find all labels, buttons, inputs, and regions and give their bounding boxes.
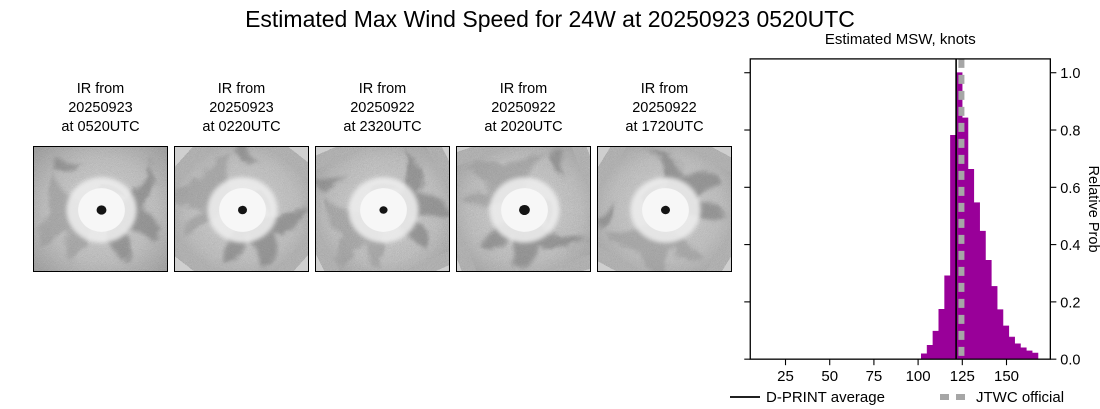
svg-text:1.0: 1.0 <box>1060 66 1080 82</box>
svg-text:0.6: 0.6 <box>1060 181 1080 197</box>
svg-text:75: 75 <box>866 368 883 385</box>
svg-text:50: 50 <box>821 368 838 385</box>
svg-text:125: 125 <box>950 368 975 385</box>
svg-text:JTWC official: JTWC official <box>976 389 1064 406</box>
svg-text:D-PRINT average: D-PRINT average <box>766 389 885 406</box>
svg-text:0.0: 0.0 <box>1060 353 1080 369</box>
svg-text:25: 25 <box>777 368 794 385</box>
svg-text:Relative Prob: Relative Prob <box>1085 165 1100 252</box>
svg-text:0.2: 0.2 <box>1060 295 1080 311</box>
svg-text:150: 150 <box>994 368 1019 385</box>
svg-text:Estimated MSW, knots: Estimated MSW, knots <box>825 31 976 48</box>
svg-text:100: 100 <box>906 368 931 385</box>
svg-text:0.4: 0.4 <box>1060 238 1080 254</box>
svg-text:0.8: 0.8 <box>1060 124 1080 140</box>
